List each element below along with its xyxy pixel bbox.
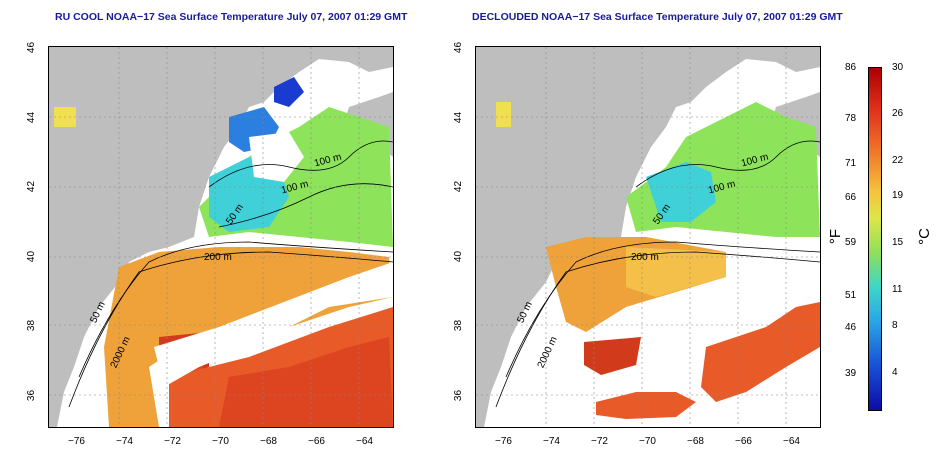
colorbar-c-label: 15 xyxy=(892,237,904,248)
lon-tick: −64 xyxy=(783,436,800,447)
lon-tick: −76 xyxy=(68,436,85,447)
lon-tick: −68 xyxy=(260,436,277,447)
colorbar-c-label: 30 xyxy=(892,62,904,73)
lat-tick: 44 xyxy=(453,111,465,124)
right-map-canvas xyxy=(476,47,820,427)
unit-fahrenheit: °F xyxy=(827,228,845,245)
lat-tick: 38 xyxy=(453,319,465,332)
left-map: 100 m 100 m 50 m 200 m 50 m 2000 m xyxy=(48,46,394,428)
land-mass xyxy=(49,47,393,427)
left-grid xyxy=(49,47,393,427)
lat-tick: 36 xyxy=(453,389,465,402)
lat-tick: 36 xyxy=(26,389,38,402)
lon-tick: −66 xyxy=(735,436,752,447)
lat-tick: 40 xyxy=(453,250,465,263)
lon-tick: −72 xyxy=(591,436,608,447)
colorbar-c-label: 8 xyxy=(892,320,898,331)
lat-tick: 42 xyxy=(453,180,465,193)
colorbar-c-label: 22 xyxy=(892,155,904,166)
colorbar-f-label: 86 xyxy=(845,62,857,73)
contour-label: 200 m xyxy=(204,252,232,263)
colorbar-c-label: 19 xyxy=(892,190,904,201)
colorbar-f-label: 51 xyxy=(845,290,857,301)
lon-tick: −74 xyxy=(116,436,133,447)
lat-tick: 38 xyxy=(26,319,38,332)
lon-tick: −70 xyxy=(212,436,229,447)
lon-tick: −72 xyxy=(164,436,181,447)
lat-tick: 40 xyxy=(26,250,38,263)
colorbar-f-label: 66 xyxy=(845,192,857,203)
lon-tick: −74 xyxy=(543,436,560,447)
colorbar-c-label: 11 xyxy=(892,284,903,295)
colorbar-f-label: 46 xyxy=(845,322,857,333)
lon-tick: −70 xyxy=(639,436,656,447)
hot-water-se xyxy=(701,302,820,402)
lon-tick: −68 xyxy=(687,436,704,447)
colorbar-c-label: 26 xyxy=(892,108,904,119)
hot-patch xyxy=(584,337,641,375)
right-grid xyxy=(476,47,820,427)
lon-tick: −66 xyxy=(308,436,325,447)
colorbar-f-label: 71 xyxy=(845,158,857,169)
lat-tick: 44 xyxy=(26,111,38,124)
lat-tick: 46 xyxy=(453,41,465,54)
land-mass xyxy=(476,47,820,427)
colorbar-f-label: 39 xyxy=(845,368,857,379)
contour-label: 200 m xyxy=(631,252,659,263)
lon-tick: −64 xyxy=(356,436,373,447)
colorbar-f-label: 59 xyxy=(845,237,857,248)
right-map: 100 m 100 m 50 m 200 m 50 m 2000 m xyxy=(475,46,821,428)
cloud-gap xyxy=(154,262,393,387)
cool-water xyxy=(646,162,716,222)
left-map-canvas xyxy=(49,47,393,427)
colorbar-c-label: 4 xyxy=(892,367,898,378)
right-panel-title: DECLOUDED NOAA−17 Sea Surface Temperatur… xyxy=(472,11,843,23)
colorbar xyxy=(868,67,882,411)
left-panel-title: RU COOL NOAA−17 Sea Surface Temperature … xyxy=(55,11,408,23)
lat-tick: 46 xyxy=(26,41,38,54)
unit-celsius: °C xyxy=(915,228,933,245)
lon-tick: −76 xyxy=(495,436,512,447)
colorbar-f-label: 78 xyxy=(845,113,857,124)
lat-tick: 42 xyxy=(26,180,38,193)
